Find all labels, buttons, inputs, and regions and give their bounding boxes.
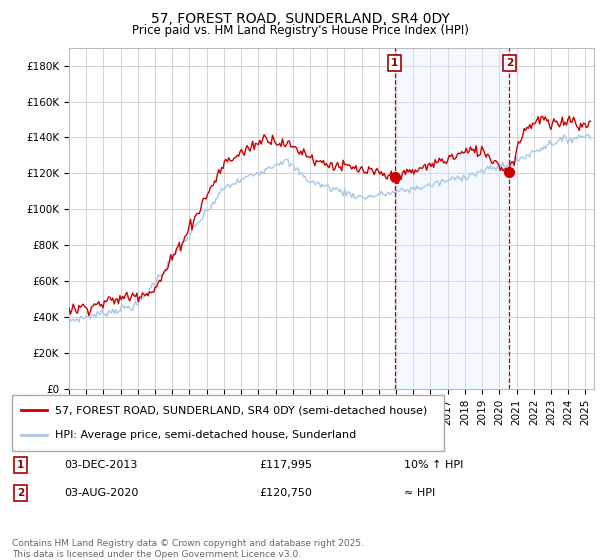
Text: 57, FOREST ROAD, SUNDERLAND, SR4 0DY (semi-detached house): 57, FOREST ROAD, SUNDERLAND, SR4 0DY (se… [55, 405, 427, 416]
Text: 03-AUG-2020: 03-AUG-2020 [64, 488, 138, 498]
Text: 57, FOREST ROAD, SUNDERLAND, SR4 0DY: 57, FOREST ROAD, SUNDERLAND, SR4 0DY [151, 12, 449, 26]
Text: Price paid vs. HM Land Registry's House Price Index (HPI): Price paid vs. HM Land Registry's House … [131, 24, 469, 37]
Text: Contains HM Land Registry data © Crown copyright and database right 2025.
This d: Contains HM Land Registry data © Crown c… [12, 539, 364, 559]
Text: £120,750: £120,750 [260, 488, 313, 498]
Text: 10% ↑ HPI: 10% ↑ HPI [404, 460, 463, 470]
Text: 1: 1 [391, 58, 398, 68]
Text: 2: 2 [17, 488, 24, 498]
Text: 1: 1 [17, 460, 24, 470]
Text: ≈ HPI: ≈ HPI [404, 488, 435, 498]
FancyBboxPatch shape [12, 395, 444, 451]
Bar [395, 48, 509, 389]
Text: £117,995: £117,995 [260, 460, 313, 470]
Text: 03-DEC-2013: 03-DEC-2013 [64, 460, 137, 470]
Text: HPI: Average price, semi-detached house, Sunderland: HPI: Average price, semi-detached house,… [55, 430, 356, 440]
Text: 2: 2 [506, 58, 513, 68]
